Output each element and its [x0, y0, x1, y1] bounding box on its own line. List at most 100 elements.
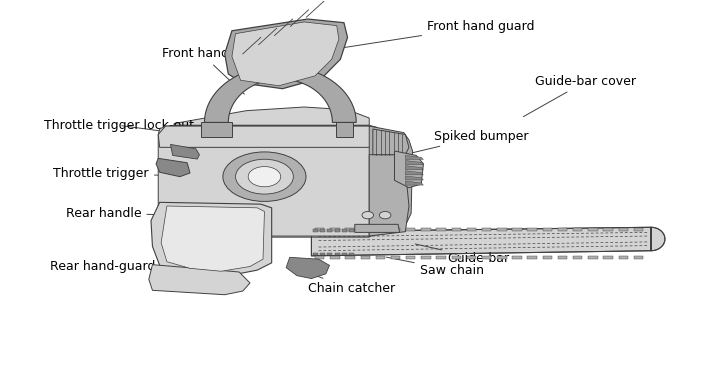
Bar	[467, 256, 476, 259]
Bar	[313, 253, 318, 255]
Bar	[603, 229, 613, 231]
Bar	[603, 256, 613, 259]
Polygon shape	[156, 158, 190, 177]
Ellipse shape	[235, 159, 293, 194]
Bar	[349, 253, 354, 255]
Bar	[452, 256, 461, 259]
Polygon shape	[232, 22, 339, 86]
Polygon shape	[405, 166, 424, 170]
Text: Rear handle: Rear handle	[66, 207, 179, 220]
Bar	[437, 229, 446, 231]
Bar	[330, 229, 340, 231]
Text: Throttle trigger: Throttle trigger	[54, 166, 175, 180]
Bar	[528, 229, 537, 231]
Bar	[467, 229, 476, 231]
Bar	[543, 256, 552, 259]
Bar	[573, 256, 582, 259]
Bar	[497, 256, 507, 259]
Bar	[497, 229, 507, 231]
Polygon shape	[224, 19, 348, 89]
Ellipse shape	[362, 212, 374, 219]
Bar	[482, 256, 492, 259]
Polygon shape	[204, 66, 356, 123]
Bar	[320, 253, 325, 255]
Bar	[334, 253, 340, 255]
Polygon shape	[355, 224, 400, 233]
Polygon shape	[405, 155, 424, 159]
Text: Saw chain: Saw chain	[387, 257, 484, 277]
Polygon shape	[311, 227, 651, 256]
Bar	[315, 256, 324, 259]
Bar	[391, 229, 400, 231]
Polygon shape	[159, 126, 382, 236]
Bar	[618, 256, 628, 259]
Ellipse shape	[379, 212, 391, 219]
Text: Front hand guard: Front hand guard	[342, 20, 534, 48]
Bar	[327, 253, 332, 255]
Bar	[320, 230, 325, 232]
Polygon shape	[651, 227, 665, 251]
Bar	[327, 230, 332, 232]
Bar	[315, 229, 324, 231]
Bar	[482, 229, 492, 231]
Bar	[406, 256, 416, 259]
Ellipse shape	[248, 167, 281, 187]
Bar	[421, 256, 431, 259]
Polygon shape	[151, 202, 272, 276]
Polygon shape	[369, 126, 413, 236]
Polygon shape	[336, 123, 353, 137]
Bar	[342, 230, 347, 232]
Polygon shape	[286, 257, 329, 279]
Bar	[618, 229, 628, 231]
Bar	[513, 229, 522, 231]
Bar	[588, 229, 597, 231]
Ellipse shape	[223, 152, 306, 201]
Text: Throttle trigger lock-out: Throttle trigger lock-out	[44, 119, 194, 134]
Bar	[557, 256, 567, 259]
Bar	[557, 229, 567, 231]
Text: Guide-bar: Guide-bar	[416, 244, 510, 265]
Polygon shape	[174, 107, 369, 125]
Polygon shape	[405, 160, 424, 164]
Polygon shape	[405, 181, 424, 185]
Bar	[588, 256, 597, 259]
Text: Chain catcher: Chain catcher	[303, 271, 395, 295]
Bar	[376, 256, 385, 259]
Polygon shape	[369, 155, 409, 236]
Bar	[452, 229, 461, 231]
Bar	[361, 229, 370, 231]
Bar	[345, 256, 355, 259]
Bar	[345, 229, 355, 231]
Bar	[513, 256, 522, 259]
Bar	[406, 229, 416, 231]
Bar	[334, 230, 340, 232]
Bar	[361, 256, 370, 259]
Polygon shape	[171, 144, 199, 159]
Polygon shape	[161, 206, 264, 271]
Polygon shape	[201, 123, 232, 137]
Bar	[376, 229, 385, 231]
Bar	[421, 229, 431, 231]
Text: Front handle: Front handle	[162, 47, 245, 94]
Bar	[634, 256, 643, 259]
Polygon shape	[159, 126, 382, 147]
Bar	[313, 230, 318, 232]
Text: Guide-bar cover: Guide-bar cover	[523, 75, 636, 117]
Bar	[437, 256, 446, 259]
Bar	[391, 256, 400, 259]
Bar	[528, 256, 537, 259]
Bar	[349, 230, 354, 232]
Text: Rear hand-guard: Rear hand-guard	[50, 260, 160, 273]
Text: Spiked bumper: Spiked bumper	[400, 130, 529, 156]
Polygon shape	[405, 171, 424, 175]
Polygon shape	[149, 265, 250, 295]
Polygon shape	[405, 176, 424, 180]
Polygon shape	[395, 151, 424, 188]
Bar	[543, 229, 552, 231]
Bar	[342, 253, 347, 255]
Polygon shape	[373, 129, 409, 155]
Bar	[573, 229, 582, 231]
Polygon shape	[164, 125, 380, 237]
Bar	[634, 229, 643, 231]
Bar	[330, 256, 340, 259]
